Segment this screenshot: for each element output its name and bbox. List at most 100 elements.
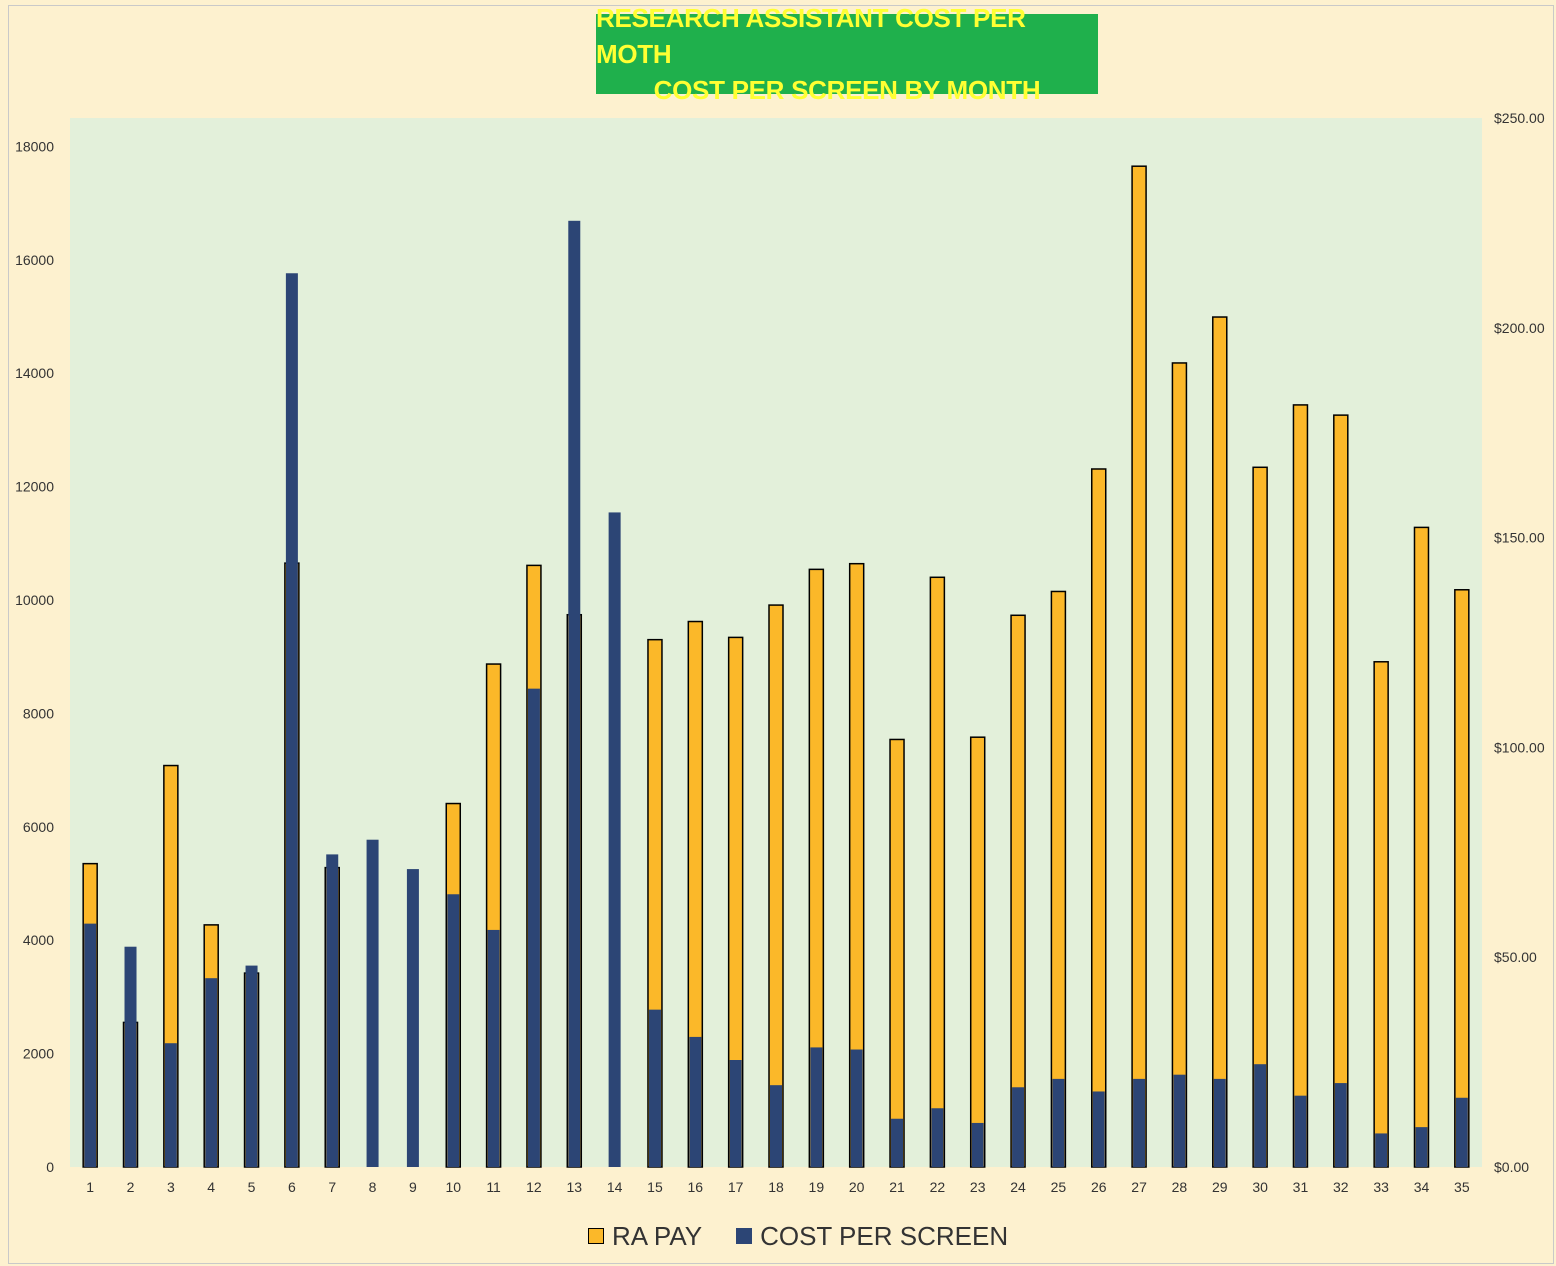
bar-cost-per-screen — [931, 1108, 944, 1167]
x-axis-tick-label: 2 — [127, 1179, 135, 1195]
right-axis-tick-label: $100.00 — [1494, 739, 1545, 755]
bar-cost-per-screen — [1092, 1091, 1105, 1167]
left-axis-tick-label: 18000 — [15, 138, 54, 154]
bar-cost-per-screen — [124, 946, 137, 1167]
legend-swatch-cost-per-screen — [736, 1228, 753, 1244]
bar-cost-per-screen — [648, 1009, 661, 1167]
x-axis-tick-label: 8 — [369, 1179, 377, 1195]
bar-cost-per-screen — [1415, 1127, 1428, 1167]
chart-title: RESEARCH ASSISTANT COST PER MOTH — [596, 3, 1026, 69]
bar-cost-per-screen — [1213, 1078, 1226, 1167]
legend-label-cost-per-screen: COST PER SCREEN — [760, 1220, 1009, 1251]
x-axis-tick-label: 30 — [1252, 1179, 1268, 1195]
x-axis-ticks: 1 2 3 4 5 6 7 8 9 10 11 12 13 14 15 16 17 18 19 20 21 22 23 24 2… — [86, 1179, 1470, 1195]
bar-cost-per-screen — [1133, 1078, 1146, 1167]
bar-ra-pay — [1413, 526, 1430, 1168]
x-axis-tick-label: 18 — [768, 1179, 784, 1195]
left-axis-tick-label: 12000 — [15, 479, 54, 495]
bar-cost-per-screen — [447, 894, 460, 1167]
bar-cost-per-screen — [1375, 1133, 1388, 1167]
right-axis-tick-label: $200.00 — [1494, 320, 1545, 336]
x-axis-tick-label: 19 — [809, 1179, 825, 1195]
legend: RA PAY COST PER SCREEN — [588, 1218, 1042, 1254]
x-axis-tick-label: 3 — [167, 1179, 175, 1195]
right-axis-tick-label: $150.00 — [1494, 530, 1545, 546]
bar-cost-per-screen — [1294, 1095, 1307, 1167]
x-axis-tick-label: 12 — [526, 1179, 542, 1195]
cost-per-screen-bars — [84, 220, 1468, 1167]
x-axis-tick-label: 25 — [1051, 1179, 1067, 1195]
bar-cost-per-screen — [1052, 1078, 1065, 1167]
legend-item-cost-per-screen: COST PER SCREEN — [736, 1221, 1008, 1252]
bar-ra-pay — [1010, 614, 1026, 1168]
bar-cost-per-screen — [689, 1036, 702, 1167]
right-axis-tick-label: $250.00 — [1494, 110, 1545, 126]
bar-ra-pay — [1090, 468, 1107, 1168]
x-axis-tick-label: 17 — [728, 1179, 744, 1195]
bar-cost-per-screen — [84, 923, 97, 1167]
legend-label-ra-pay: RA PAY — [612, 1220, 703, 1251]
legend-swatch-ra-pay — [588, 1228, 604, 1244]
left-axis-tick-label: 16000 — [15, 252, 54, 268]
x-axis-tick-label: 21 — [889, 1179, 905, 1195]
right-axis-tick-label: $0.00 — [1494, 1159, 1529, 1175]
x-axis-tick-label: 28 — [1172, 1179, 1188, 1195]
bar-ra-pay — [1252, 466, 1268, 1168]
bar-ra-pay — [1454, 589, 1470, 1168]
x-axis-tick-label: 31 — [1293, 1179, 1309, 1195]
left-axis-ticks: 0 2000 4000 6000 8000 10000 12000 14000 16000 180… — [15, 138, 54, 1175]
bar-ra-pay — [1292, 404, 1309, 1168]
bar-cost-per-screen — [971, 1122, 984, 1167]
x-axis-tick-label: 27 — [1131, 1179, 1147, 1195]
bar-cost-per-screen — [326, 854, 339, 1167]
left-axis-tick-label: 0 — [46, 1159, 54, 1175]
bar-cost-per-screen — [608, 512, 621, 1167]
bar-ra-pay — [889, 738, 905, 1168]
bar-ra-pay — [969, 736, 986, 1168]
x-axis-tick-label: 13 — [566, 1179, 582, 1195]
x-axis-tick-label: 4 — [207, 1179, 215, 1195]
bar-cost-per-screen — [770, 1085, 782, 1167]
bar-cost-per-screen — [1173, 1074, 1186, 1167]
chart-subtitle: COST PER SCREEN BY MONTH — [653, 75, 1041, 105]
bar-cost-per-screen — [568, 220, 581, 1167]
x-axis-tick-label: 15 — [647, 1179, 663, 1195]
bar-cost-per-screen — [406, 869, 419, 1167]
left-axis-tick-label: 8000 — [23, 705, 54, 721]
x-axis-tick-label: 34 — [1414, 1179, 1430, 1195]
x-axis-tick-label: 16 — [688, 1179, 704, 1195]
bar-cost-per-screen — [527, 688, 540, 1167]
bar-cost-per-screen — [245, 965, 258, 1167]
bar-ra-pay — [1171, 362, 1188, 1168]
x-axis-tick-label: 7 — [328, 1179, 336, 1195]
chart-title-box: RESEARCH ASSISTANT COST PER MOTH COST PE… — [596, 3, 1098, 105]
bar-cost-per-screen — [1012, 1087, 1025, 1167]
bar-ra-pay — [1333, 414, 1349, 1168]
x-axis-tick-label: 35 — [1454, 1179, 1470, 1195]
left-axis-tick-label: 4000 — [23, 932, 54, 948]
x-axis-tick-label: 11 — [486, 1179, 501, 1195]
x-axis-tick-label: 29 — [1212, 1179, 1228, 1195]
x-axis-tick-label: 6 — [288, 1179, 296, 1195]
left-axis-tick-label: 10000 — [15, 592, 54, 608]
left-axis-tick-label: 14000 — [15, 365, 54, 381]
bar-ra-pay — [1212, 316, 1228, 1168]
legend-item-ra-pay: RA PAY — [588, 1221, 702, 1252]
right-axis-tick-label: $50.00 — [1494, 949, 1537, 965]
bar-ra-pay — [768, 604, 784, 1168]
chart-frame — [8, 5, 1554, 1264]
left-axis-tick-label: 6000 — [23, 819, 54, 835]
bar-cost-per-screen — [810, 1047, 823, 1167]
bar-cost-per-screen — [487, 929, 500, 1167]
bar-cost-per-screen — [850, 1049, 863, 1167]
bar-cost-per-screen — [285, 273, 298, 1167]
bar-cost-per-screen — [205, 978, 218, 1167]
bar-cost-per-screen — [1254, 1064, 1267, 1167]
x-axis-tick-label: 14 — [607, 1179, 623, 1195]
bar-cost-per-screen — [366, 839, 379, 1167]
x-axis-tick-label: 33 — [1373, 1179, 1389, 1195]
bar-cost-per-screen — [1334, 1083, 1347, 1167]
bar-cost-per-screen — [164, 1043, 177, 1167]
bar-cost-per-screen — [1455, 1097, 1468, 1167]
